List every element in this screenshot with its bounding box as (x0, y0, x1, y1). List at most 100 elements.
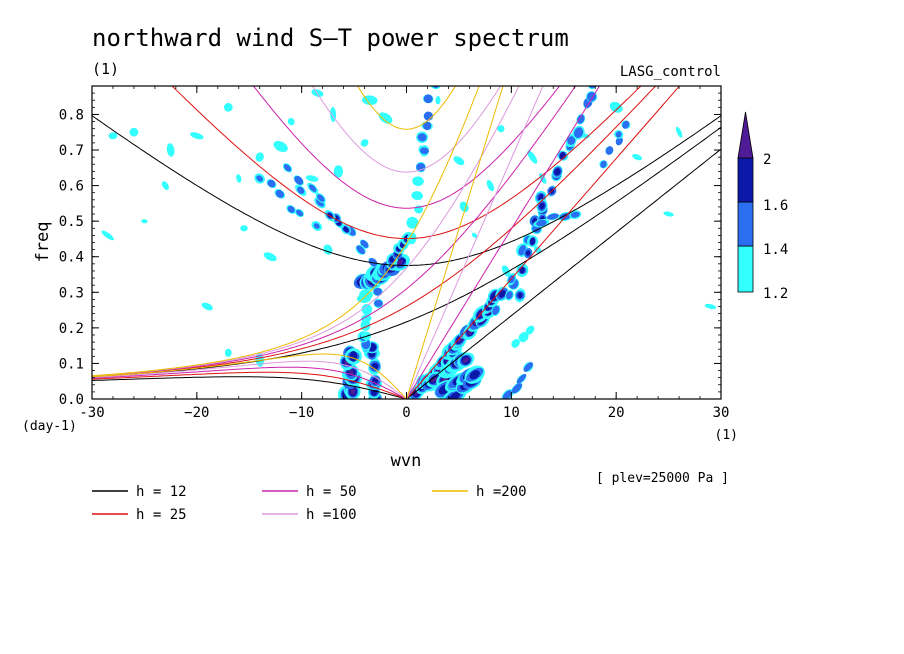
x-axis-label: wvn (391, 451, 422, 471)
power-contour-blob (297, 186, 305, 194)
y-tick-label: 0.1 (59, 356, 84, 372)
dispersion-curve-h12-kelvin (406, 148, 721, 399)
power-contour-blob (240, 225, 248, 232)
power-contour-blob (600, 160, 607, 168)
legend-label-h12: h = 12 (136, 484, 187, 500)
power-contour-blob (554, 167, 561, 176)
power-contour-blob (350, 388, 356, 395)
power-contour-blob (469, 370, 480, 380)
y-tick-label: 0.8 (59, 107, 84, 123)
legend-label-h25: h = 25 (136, 507, 187, 523)
power-contour-blob (224, 348, 232, 357)
dispersion-curve-h100-mixed-rossby-gravity (92, 86, 520, 377)
y-tick-label: 0.7 (59, 143, 84, 159)
power-contour-blob (615, 131, 622, 138)
dispersion-curve-h25-kelvin (406, 86, 681, 399)
power-contour-blob (190, 132, 204, 140)
dispersion-curve-h12-equatorial-rossby (92, 376, 407, 399)
chart-subtitle-left: (1) (92, 60, 119, 78)
dispersion-curve-h100-kelvin (406, 86, 544, 399)
power-contour-blob (423, 94, 433, 104)
power-contour-blob (704, 303, 717, 310)
x-tick-label: −20 (184, 405, 209, 421)
power-contour-blob (129, 127, 139, 137)
colorbar-segment (737, 245, 754, 293)
power-contour-blob (333, 165, 344, 178)
power-contour-blob (273, 140, 288, 153)
power-contour-blob (609, 101, 623, 113)
y-tick-label: 0.2 (59, 321, 84, 337)
power-contour-blob (317, 194, 325, 202)
colorbar-label: 1.6 (763, 198, 788, 214)
power-contour-blob (362, 95, 378, 106)
contour-layer (101, 86, 717, 399)
x-tick-label: -30 (79, 405, 104, 421)
power-contour-blob (529, 237, 536, 246)
power-contour-blob (663, 211, 674, 217)
power-contour-blob (236, 174, 242, 183)
y-tick-label: 0.3 (59, 285, 84, 301)
power-contour-blob (605, 146, 614, 155)
x-tick-label: 0 (402, 405, 410, 421)
dispersion-curve-h100-equatorial-rossby (92, 360, 407, 399)
power-contour-blob (296, 209, 304, 217)
y-tick-label: 0.5 (59, 214, 84, 230)
power-contour-blob (343, 226, 349, 233)
power-contour-blob (361, 303, 373, 315)
power-contour-blob (462, 357, 469, 363)
power-contour-blob (396, 259, 404, 265)
power-contour-blob (283, 164, 292, 172)
power-contour-blob (417, 133, 427, 142)
legend-label-h50: h = 50 (306, 484, 357, 500)
x-tick-label: 20 (608, 405, 625, 421)
power-contour-blob (275, 189, 284, 198)
dispersion-curve-h25-equatorial-rossby (92, 371, 407, 399)
power-contour-blob (573, 127, 584, 139)
axis-ticks: -30 −20 −10 0 10 20 30 0.0 0.1 0.2 0.3 0.4 0.5 0.6 0.7… (59, 86, 729, 421)
power-contour-blob (523, 362, 533, 372)
power-contour-blob (570, 211, 580, 218)
power-contour-blob (308, 184, 317, 192)
power-contour-blob (525, 325, 535, 335)
power-contour-blob (423, 121, 432, 131)
chart-subtitle-right: LASG_control (620, 64, 721, 80)
dispersion-curve-h12-inertio-gravity (92, 115, 721, 266)
power-contour-blob (632, 153, 643, 161)
power-contour-blob (419, 147, 429, 155)
power-contour-blob (448, 391, 461, 399)
power-contour-blob (492, 305, 500, 315)
dispersion-curve-h200-inertio-gravity (357, 86, 456, 130)
x-tick-label: 10 (503, 405, 520, 421)
power-contour-blob (546, 213, 560, 220)
power-contour-blob (374, 299, 383, 307)
power-contour-blob (453, 156, 465, 166)
power-contour-blob (519, 266, 525, 274)
dispersion-curve-h25-inertio-gravity (171, 86, 642, 240)
power-contour-blob (223, 102, 233, 112)
plev-note: [ plev=25000 Pa ] (596, 471, 729, 486)
dispersion-curve-h12-mixed-rossby-gravity (92, 126, 721, 378)
power-contour-blob (486, 180, 495, 192)
colorbar-label: 1.2 (763, 286, 788, 302)
power-contour-blob (348, 369, 354, 375)
power-contour-blob (675, 126, 683, 138)
power-contour-blob (615, 136, 623, 146)
colorbar-label: 2 (763, 152, 771, 168)
power-contour-blob (378, 112, 393, 124)
power-contour-blob (267, 179, 276, 188)
power-contour-blob (255, 152, 264, 162)
power-contour-blob (511, 383, 522, 394)
power-contour-blob (587, 86, 598, 89)
power-contour-blob (101, 230, 114, 241)
power-contour-blob (506, 291, 513, 300)
power-contour-blob (567, 136, 576, 145)
colorbar: 1.2 1.4 1.6 2 (737, 111, 788, 302)
power-contour-blob (587, 86, 598, 90)
dispersion-curve-h50-mixed-rossby-gravity (92, 86, 577, 377)
power-contour-blob (368, 258, 378, 267)
power-contour-blob (411, 191, 423, 201)
power-contour-blob (538, 194, 544, 201)
power-contour-blob (356, 245, 366, 255)
power-contour-blob (539, 202, 545, 210)
power-contour-blob (166, 143, 175, 157)
